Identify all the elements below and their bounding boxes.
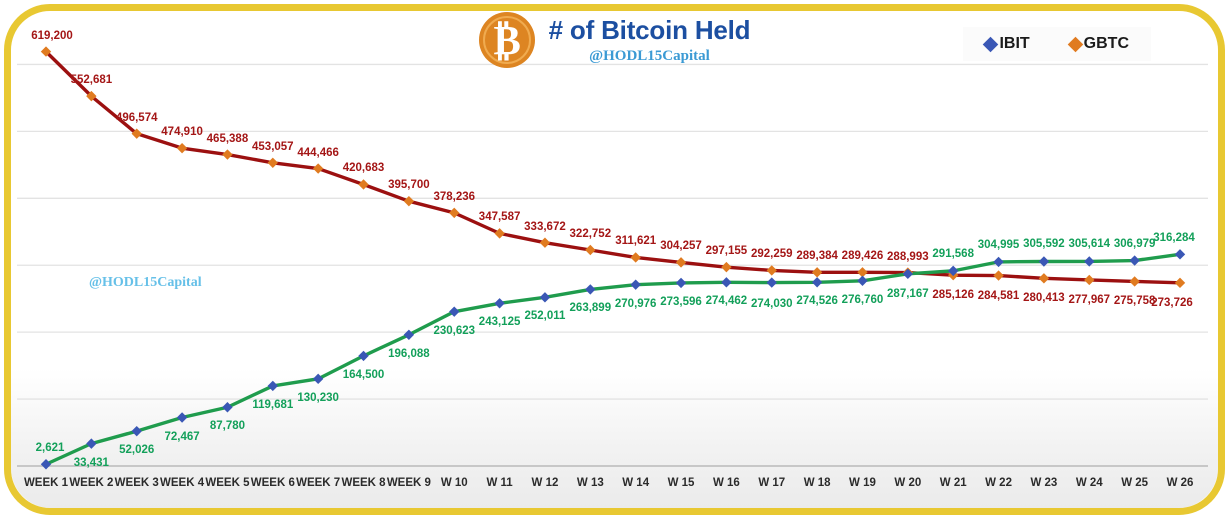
data-label-ibit-8: 164,500 <box>342 368 385 381</box>
x-axis-label-3: WEEK 3 <box>114 477 159 489</box>
x-axis-label-24: W 24 <box>1075 477 1103 489</box>
data-label-ibit-10: 230,623 <box>433 324 476 337</box>
data-label-gbtc-13: 322,752 <box>569 228 612 240</box>
title-text: # of Bitcoin Held @HODL15Capital <box>549 15 751 65</box>
chart-header: ₿ # of Bitcoin Held @HODL15Capital <box>0 12 1229 68</box>
data-label-gbtc-8: 420,683 <box>342 162 385 175</box>
data-label-ibit-22: 304,995 <box>977 238 1020 251</box>
data-label-ibit-24: 305,614 <box>1068 238 1111 251</box>
x-axis-label-16: W 16 <box>712 477 740 489</box>
chart-legend: IBIT GBTC <box>963 27 1151 61</box>
data-label-gbtc-1: 619,200 <box>31 29 73 42</box>
page-title: # of Bitcoin Held <box>548 15 751 45</box>
x-axis-label-5: WEEK 5 <box>205 477 250 489</box>
legend-label-gbtc: GBTC <box>1083 35 1129 52</box>
x-axis-label-4: WEEK 4 <box>160 477 205 489</box>
legend-marker-gbtc-icon <box>1067 36 1083 52</box>
x-axis-label-11: W 11 <box>486 477 513 489</box>
data-label-gbtc-3: 496,574 <box>115 111 158 124</box>
data-label-gbtc-6: 453,057 <box>252 140 294 153</box>
data-label-ibit-13: 263,899 <box>569 302 612 315</box>
data-label-gbtc-24: 277,967 <box>1068 293 1111 306</box>
x-axis-label-6: WEEK 6 <box>250 477 295 489</box>
legend-marker-ibit-icon <box>983 36 999 52</box>
chart-canvas <box>17 46 1208 470</box>
data-label-gbtc-7: 444,466 <box>297 146 339 159</box>
data-label-gbtc-23: 280,413 <box>1023 292 1065 305</box>
x-axis-label-15: W 15 <box>667 477 695 489</box>
x-axis-label-7: WEEK 7 <box>296 477 341 489</box>
data-label-gbtc-26: 273,726 <box>1151 296 1193 309</box>
data-label-ibit-3: 52,026 <box>119 444 155 457</box>
title-group: ₿ # of Bitcoin Held @HODL15Capital <box>478 12 751 68</box>
data-label-gbtc-5: 465,388 <box>206 132 249 145</box>
data-label-gbtc-17: 292,259 <box>750 248 793 261</box>
data-label-gbtc-25: 275,758 <box>1113 295 1156 308</box>
data-label-gbtc-2: 552,681 <box>70 74 113 87</box>
data-label-gbtc-4: 474,910 <box>161 126 203 139</box>
x-axis-label-20: W 20 <box>894 477 922 489</box>
x-axis-label-17: W 17 <box>758 477 786 489</box>
data-label-ibit-21: 291,568 <box>932 247 974 260</box>
bitcoin-symbol: ₿ <box>493 16 520 63</box>
x-axis-label-22: W 22 <box>985 477 1012 489</box>
data-label-ibit-7: 130,230 <box>297 391 339 404</box>
x-axis-label-2: WEEK 2 <box>69 477 114 489</box>
data-label-ibit-2: 33,431 <box>73 456 109 469</box>
data-label-gbtc-16: 297,155 <box>705 245 748 258</box>
data-label-ibit-15: 273,596 <box>660 295 702 308</box>
data-label-ibit-12: 252,011 <box>524 310 566 323</box>
data-label-ibit-9: 196,088 <box>388 347 430 360</box>
x-axis-label-23: W 23 <box>1030 477 1058 489</box>
data-label-gbtc-22: 284,581 <box>977 289 1020 302</box>
x-axis-labels: WEEK 1 WEEK 2 WEEK 3 WEEK 4 WEEK 5 WEEK 6 WEEK… <box>11 477 1218 497</box>
data-label-ibit-4: 72,467 <box>164 430 200 443</box>
data-label-gbtc-20: 288,993 <box>887 250 929 263</box>
data-label-ibit-17: 274,030 <box>750 297 793 310</box>
watermark: @HODL15Capital <box>89 275 202 290</box>
data-label-gbtc-9: 395,700 <box>388 179 430 192</box>
chart-background <box>11 11 1218 508</box>
data-label-ibit-11: 243,125 <box>478 316 521 329</box>
x-axis-label-8: WEEK 8 <box>341 477 386 489</box>
x-axis-label-13: W 13 <box>576 477 604 489</box>
data-label-gbtc-10: 378,236 <box>433 190 476 203</box>
legend-item-gbtc[interactable]: GBTC <box>1067 35 1129 53</box>
data-label-ibit-16: 274,462 <box>705 295 748 308</box>
data-label-gbtc-18: 289,384 <box>796 250 838 263</box>
data-label-ibit-1: 2,621 <box>35 442 65 455</box>
x-axis-label-9: WEEK 9 <box>386 477 431 489</box>
legend-item-ibit[interactable]: IBIT <box>983 35 1030 53</box>
plot-area: @HODL15Capital 2,621 33,431 52,026 72,467 87… <box>11 11 1218 508</box>
bitcoin-logo-icon: ₿ <box>478 12 535 68</box>
data-label-gbtc-15: 304,257 <box>660 240 702 253</box>
data-label-gbtc-21: 285,126 <box>932 289 974 302</box>
chart-subtitle: @HODL15Capital <box>589 48 710 64</box>
x-axis-label-26: W 26 <box>1166 477 1194 489</box>
data-label-gbtc-14: 311,621 <box>615 235 657 248</box>
x-axis-label-14: W 14 <box>622 477 650 489</box>
data-label-gbtc-11: 347,587 <box>478 211 521 224</box>
data-label-ibit-20: 287,167 <box>887 287 929 300</box>
data-label-ibit-18: 274,526 <box>796 295 838 308</box>
x-axis-label-19: W 19 <box>849 477 876 489</box>
legend-label-ibit: IBIT <box>999 35 1030 52</box>
data-label-ibit-6: 119,681 <box>252 398 294 411</box>
x-axis-label-1: WEEK 1 <box>23 477 69 489</box>
x-axis-label-10: W 10 <box>440 477 468 489</box>
data-label-ibit-5: 87,780 <box>209 420 246 433</box>
data-label-ibit-25: 306,979 <box>1113 237 1156 250</box>
data-label-gbtc-12: 333,672 <box>524 220 566 233</box>
x-axis-label-21: W 21 <box>939 477 967 489</box>
data-label-ibit-19: 276,760 <box>841 293 884 306</box>
data-label-ibit-26: 316,284 <box>1153 232 1195 245</box>
x-axis-label-12: W 12 <box>531 477 559 489</box>
data-label-gbtc-19: 289,426 <box>841 250 884 263</box>
x-axis-label-25: W 25 <box>1121 477 1149 489</box>
data-label-ibit-14: 270,976 <box>614 297 657 310</box>
data-label-ibit-23: 305,592 <box>1023 238 1065 251</box>
x-axis-label-18: W 18 <box>803 477 831 489</box>
